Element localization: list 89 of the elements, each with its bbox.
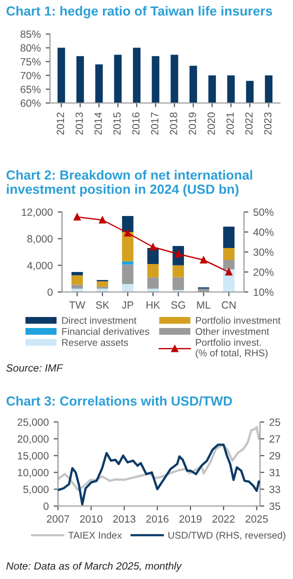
x-tick-label: ML	[197, 301, 210, 309]
bar	[71, 275, 83, 285]
bar	[122, 261, 134, 265]
y-tick-label: 80%	[20, 44, 41, 52]
bar	[122, 264, 134, 284]
x-tick-label: SG	[171, 301, 186, 309]
x-tick-label: 2018	[170, 112, 178, 135]
x-tick-label: 2020	[208, 112, 215, 135]
bar	[71, 284, 83, 289]
y2-tick-label: 33	[269, 486, 280, 494]
y2-tick-label: 27	[270, 435, 280, 443]
x-tick-label: 2014	[94, 112, 102, 135]
source-note: Source: IMF	[6, 364, 64, 372]
x-tick-label: 2015	[113, 112, 121, 135]
y-tick-label: 65%	[20, 86, 41, 94]
x-tick-label: 2022	[212, 515, 235, 523]
y-tick-label: 70%	[20, 72, 41, 80]
y-tick-label: 5,000	[23, 486, 49, 494]
x-tick-label: 2025	[246, 515, 268, 523]
y2-tick-label: 50%	[253, 208, 274, 216]
chart-title: Chart 3: Correlations with USD/TWD	[6, 396, 232, 406]
point	[124, 230, 132, 236]
legend-label: USD/TWD (RHS, reversed)	[168, 532, 286, 541]
bar	[71, 272, 83, 276]
y2-tick-label: 40%	[253, 228, 274, 236]
y-tick-label: 0	[44, 502, 49, 510]
legend-label: Other investment	[196, 328, 270, 335]
x-tick-label: CN	[222, 301, 236, 309]
y-tick-label: 20,000	[18, 435, 49, 444]
x-tick-label: TW	[69, 301, 86, 309]
y2-tick-label: 31	[269, 468, 280, 476]
point	[200, 256, 208, 264]
x-tick-label: 2019	[188, 112, 196, 135]
bar	[223, 226, 235, 248]
bar	[147, 264, 159, 278]
y2-tick-label: 35	[269, 502, 280, 510]
legend-label: TAIEX Index	[68, 532, 122, 539]
x-tick-label: 2021	[226, 112, 234, 135]
y2-tick-label: 30%	[253, 248, 274, 256]
bar	[122, 216, 134, 232]
chart-title: Chart 2: Breakdown of net international investment position in 2024 (USD bn)	[6, 170, 252, 197]
line-series	[58, 426, 260, 491]
bar	[172, 265, 184, 278]
point	[225, 268, 232, 276]
x-tick-label: 2016	[132, 112, 140, 135]
point	[150, 244, 156, 250]
bar	[96, 281, 108, 287]
x-tick-label: 2023	[264, 112, 272, 135]
y-tick-label: 25,000	[18, 418, 49, 428]
y2-tick-label: 29	[270, 452, 280, 460]
y-tick-label: 12,000	[22, 208, 53, 218]
bar	[223, 260, 235, 270]
legend-label: Portfolio investment	[196, 316, 280, 324]
y-tick-label: 75%	[20, 58, 41, 66]
legend-label: Portfolio invest. (% of total, RHS)	[196, 338, 268, 358]
x-tick-label: 2007	[46, 515, 70, 523]
x-tick-label: 2012	[56, 112, 64, 135]
y-tick-label: 0	[48, 288, 53, 296]
bar	[122, 284, 134, 292]
y-tick-label: 60%	[20, 100, 41, 107]
x-tick-label: SK	[96, 301, 110, 309]
y-tick-label: 85%	[20, 30, 41, 38]
x-tick-label: 2010	[80, 515, 102, 523]
legend-label: Financial derivatives	[62, 328, 150, 335]
bar	[122, 232, 134, 262]
bar	[147, 277, 159, 289]
x-tick-label: JP	[122, 301, 134, 309]
legend-label: Reserve assets	[62, 339, 128, 346]
y2-tick-label: 25	[270, 418, 280, 426]
chart-title: Chart 1: hedge ratio of Taiwan life insurers	[6, 6, 272, 18]
x-tick-label: 2016	[146, 515, 168, 523]
x-tick-label: 2013	[113, 515, 136, 523]
y-tick-label: 10,000	[18, 468, 49, 478]
y-tick-label: 15,000	[18, 452, 49, 461]
x-tick-label: HK	[146, 301, 160, 309]
point	[74, 214, 81, 220]
x-tick-label: 2019	[179, 515, 202, 523]
text: Note: Data as of March 2025, monthly	[6, 562, 182, 572]
y2-tick-label: 20%	[254, 268, 274, 276]
x-tick-label: 2017	[150, 112, 158, 135]
x-tick-label: 2022	[245, 112, 253, 135]
bar	[71, 288, 83, 292]
y-tick-label: 4,000	[27, 262, 53, 270]
y-tick-label: 8,000	[27, 235, 53, 244]
bar	[223, 248, 235, 260]
point	[98, 216, 106, 224]
legend-label: Direct investment	[62, 316, 136, 324]
y2-tick-label: 10%	[254, 288, 274, 296]
x-tick-label: 2013	[76, 112, 83, 135]
